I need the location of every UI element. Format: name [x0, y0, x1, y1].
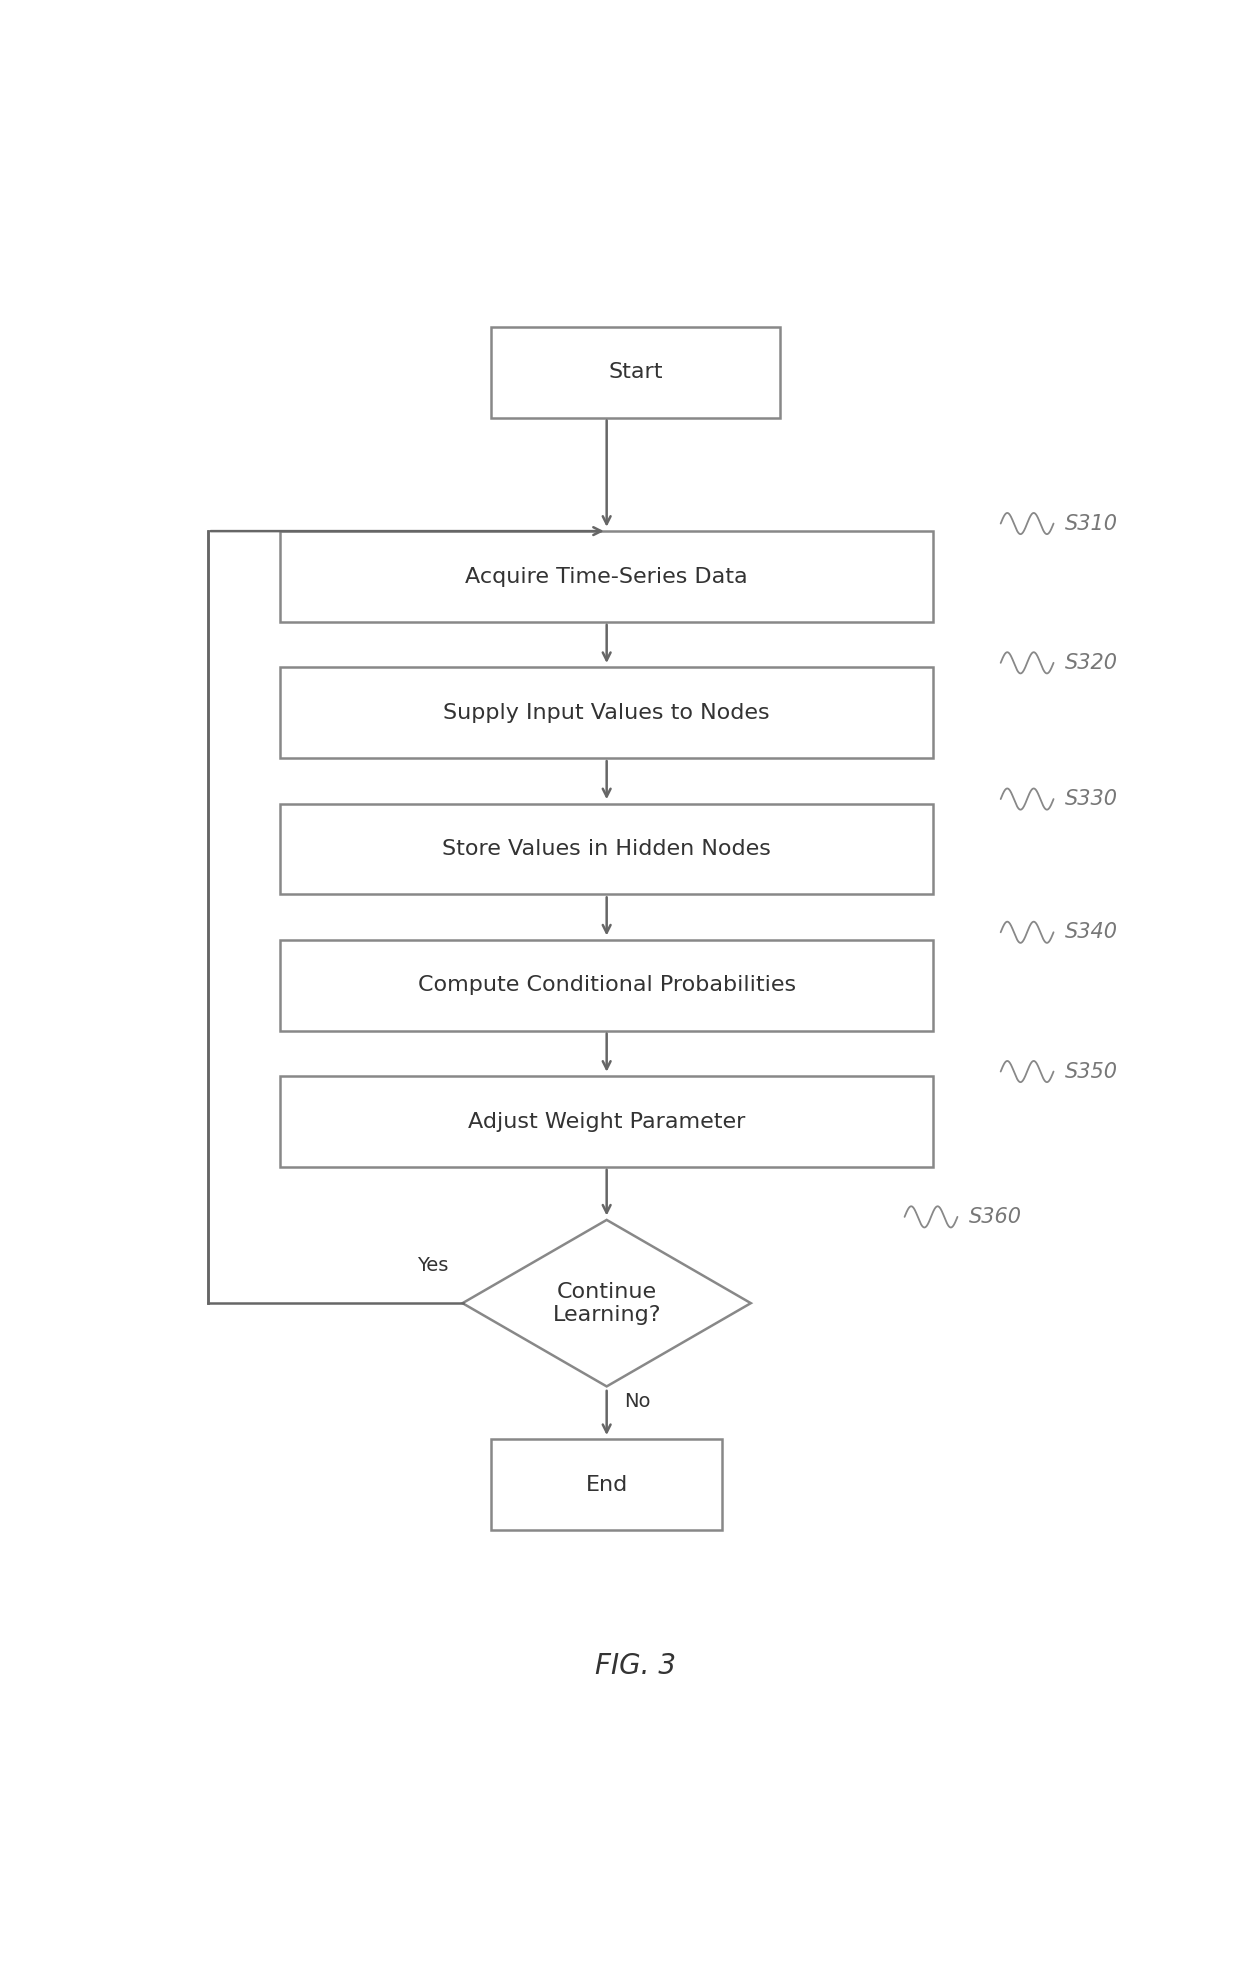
Text: S320: S320: [1065, 653, 1118, 672]
Text: Start: Start: [609, 362, 662, 381]
Bar: [491, 1439, 722, 1530]
Text: Store Values in Hidden Nodes: Store Values in Hidden Nodes: [443, 839, 771, 859]
Bar: [280, 1075, 934, 1168]
Text: S330: S330: [1065, 788, 1118, 810]
Text: Acquire Time-Series Data: Acquire Time-Series Data: [465, 566, 748, 586]
Text: S350: S350: [1065, 1062, 1118, 1081]
Text: Continue
Learning?: Continue Learning?: [552, 1282, 661, 1325]
Text: S360: S360: [968, 1207, 1022, 1227]
Bar: [491, 326, 780, 417]
Bar: [280, 666, 934, 759]
Text: S310: S310: [1065, 513, 1118, 533]
Polygon shape: [463, 1219, 751, 1386]
Text: Compute Conditional Probabilities: Compute Conditional Probabilities: [418, 975, 796, 995]
Text: Adjust Weight Parameter: Adjust Weight Parameter: [467, 1111, 745, 1132]
Bar: [280, 940, 934, 1030]
Bar: [280, 531, 934, 621]
Text: No: No: [624, 1392, 651, 1412]
Bar: [280, 804, 934, 895]
Text: End: End: [585, 1474, 627, 1494]
Text: S340: S340: [1065, 922, 1118, 942]
Text: Yes: Yes: [417, 1256, 448, 1274]
Text: FIG. 3: FIG. 3: [595, 1653, 676, 1681]
Text: Supply Input Values to Nodes: Supply Input Values to Nodes: [444, 702, 770, 723]
